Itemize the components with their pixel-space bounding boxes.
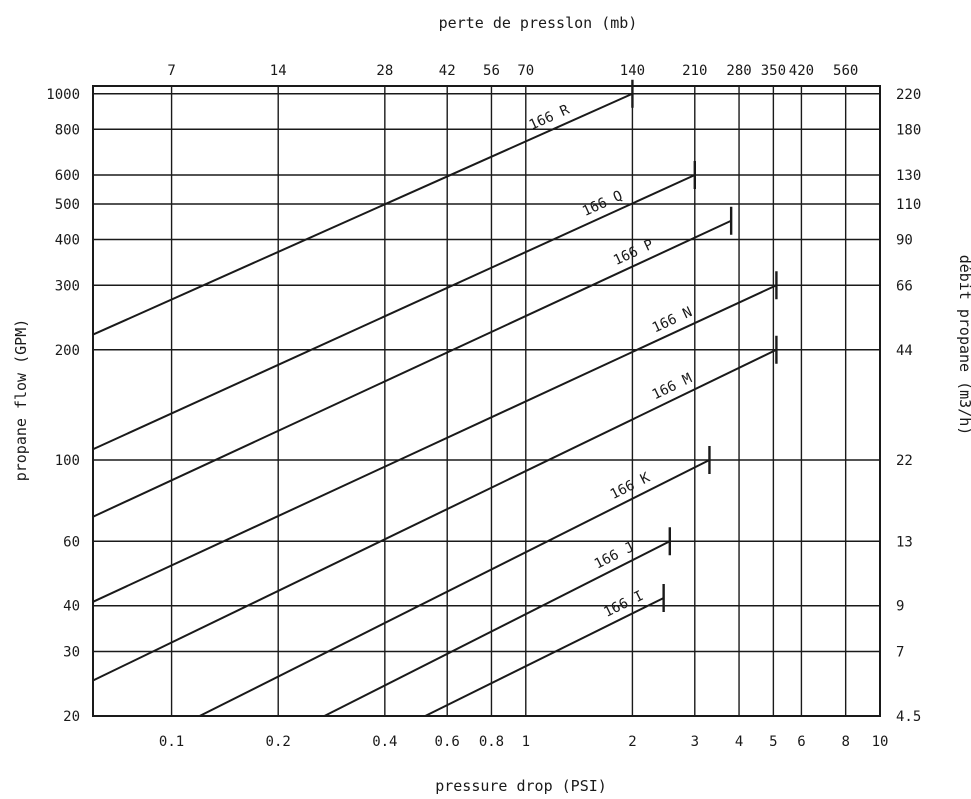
y-right-tick-label: 220 <box>896 87 921 103</box>
top-axis-title: perte de presslon (mb) <box>439 14 638 32</box>
series-line <box>92 348 777 682</box>
y-right-tick-label: 44 <box>896 343 913 359</box>
y-right-tick-label: 130 <box>896 168 921 184</box>
series-line <box>92 92 633 336</box>
x-top-tick-label: 560 <box>833 63 858 79</box>
x-top-tick-label: 28 <box>376 63 393 79</box>
x-bottom-tick-label: 3 <box>691 734 699 750</box>
y-left-tick-label: 800 <box>55 122 80 138</box>
x-top-tick-label: 7 <box>167 63 175 79</box>
series-label: 166 P <box>611 237 656 269</box>
x-bottom-tick-label: 0.6 <box>435 734 460 750</box>
x-bottom-tick-label: 4 <box>735 734 743 750</box>
y-left-tick-label: 100 <box>55 453 80 469</box>
x-top-tick-label: 70 <box>517 63 534 79</box>
y-right-tick-label: 110 <box>896 197 921 213</box>
series-line <box>199 459 710 717</box>
series-label: 166 M <box>650 371 695 404</box>
x-top-tick-label: 280 <box>726 63 751 79</box>
left-axis-title: propane flow (GPM) <box>12 319 30 482</box>
x-bottom-tick-label: 0.1 <box>159 734 184 750</box>
y-right-tick-label: 7 <box>896 645 904 661</box>
y-left-tick-label: 60 <box>63 534 80 550</box>
y-right-tick-label: 90 <box>896 233 913 249</box>
series-label: 166 J <box>592 539 637 572</box>
y-left-tick-label: 300 <box>55 278 80 294</box>
y-left-tick-label: 500 <box>55 197 80 213</box>
y-left-tick-label: 40 <box>63 599 80 615</box>
y-left-tick-label: 30 <box>63 645 80 661</box>
bottom-axis-title: pressure drop (PSI) <box>435 777 607 795</box>
x-bottom-tick-label: 10 <box>872 734 889 750</box>
x-bottom-tick-label: 0.2 <box>266 734 291 750</box>
series-line <box>92 284 777 603</box>
y-left-tick-label: 1000 <box>46 87 80 103</box>
x-top-tick-label: 42 <box>439 63 456 79</box>
y-right-tick-label: 4.5 <box>896 709 921 725</box>
y-left-tick-label: 400 <box>55 233 80 249</box>
x-bottom-tick-label: 0.4 <box>372 734 397 750</box>
series-line <box>92 219 732 518</box>
y-left-tick-label: 200 <box>55 343 80 359</box>
x-top-tick-label: 350 <box>761 63 786 79</box>
y-right-tick-label: 13 <box>896 534 913 550</box>
plot-frame <box>92 85 881 717</box>
series-label: 166 Q <box>580 188 625 220</box>
series-line <box>92 174 696 451</box>
x-top-tick-label: 14 <box>270 63 287 79</box>
y-left-tick-label: 20 <box>63 709 80 725</box>
x-top-tick-label: 56 <box>483 63 500 79</box>
y-left-tick-label: 600 <box>55 168 80 184</box>
series-line <box>424 597 665 717</box>
x-bottom-tick-label: 2 <box>628 734 636 750</box>
x-bottom-tick-label: 8 <box>841 734 849 750</box>
y-right-tick-label: 66 <box>896 278 913 294</box>
series-label: 166 I <box>601 588 646 621</box>
x-bottom-tick-label: 0.8 <box>479 734 504 750</box>
x-bottom-tick-label: 1 <box>522 734 530 750</box>
x-top-tick-label: 140 <box>620 63 645 79</box>
x-top-tick-label: 210 <box>682 63 707 79</box>
x-bottom-tick-label: 6 <box>797 734 805 750</box>
series-line <box>323 540 671 717</box>
grid-lines <box>93 86 881 717</box>
y-right-tick-label: 180 <box>896 122 921 138</box>
y-right-tick-label: 9 <box>896 599 904 615</box>
x-top-tick-label: 420 <box>789 63 814 79</box>
y-right-tick-label: 22 <box>896 453 913 469</box>
x-bottom-tick-label: 5 <box>769 734 777 750</box>
tick-labels: 0.1 0.2 0.4 0.6 0.8 1 2 3 4 5 6 8 107 14 28 42 56 70 140 21… <box>46 63 921 750</box>
series-label: 166 N <box>650 304 695 336</box>
series-label: 166 K <box>608 470 653 503</box>
right-axis-title: débit propane (m3/h) <box>956 255 971 436</box>
